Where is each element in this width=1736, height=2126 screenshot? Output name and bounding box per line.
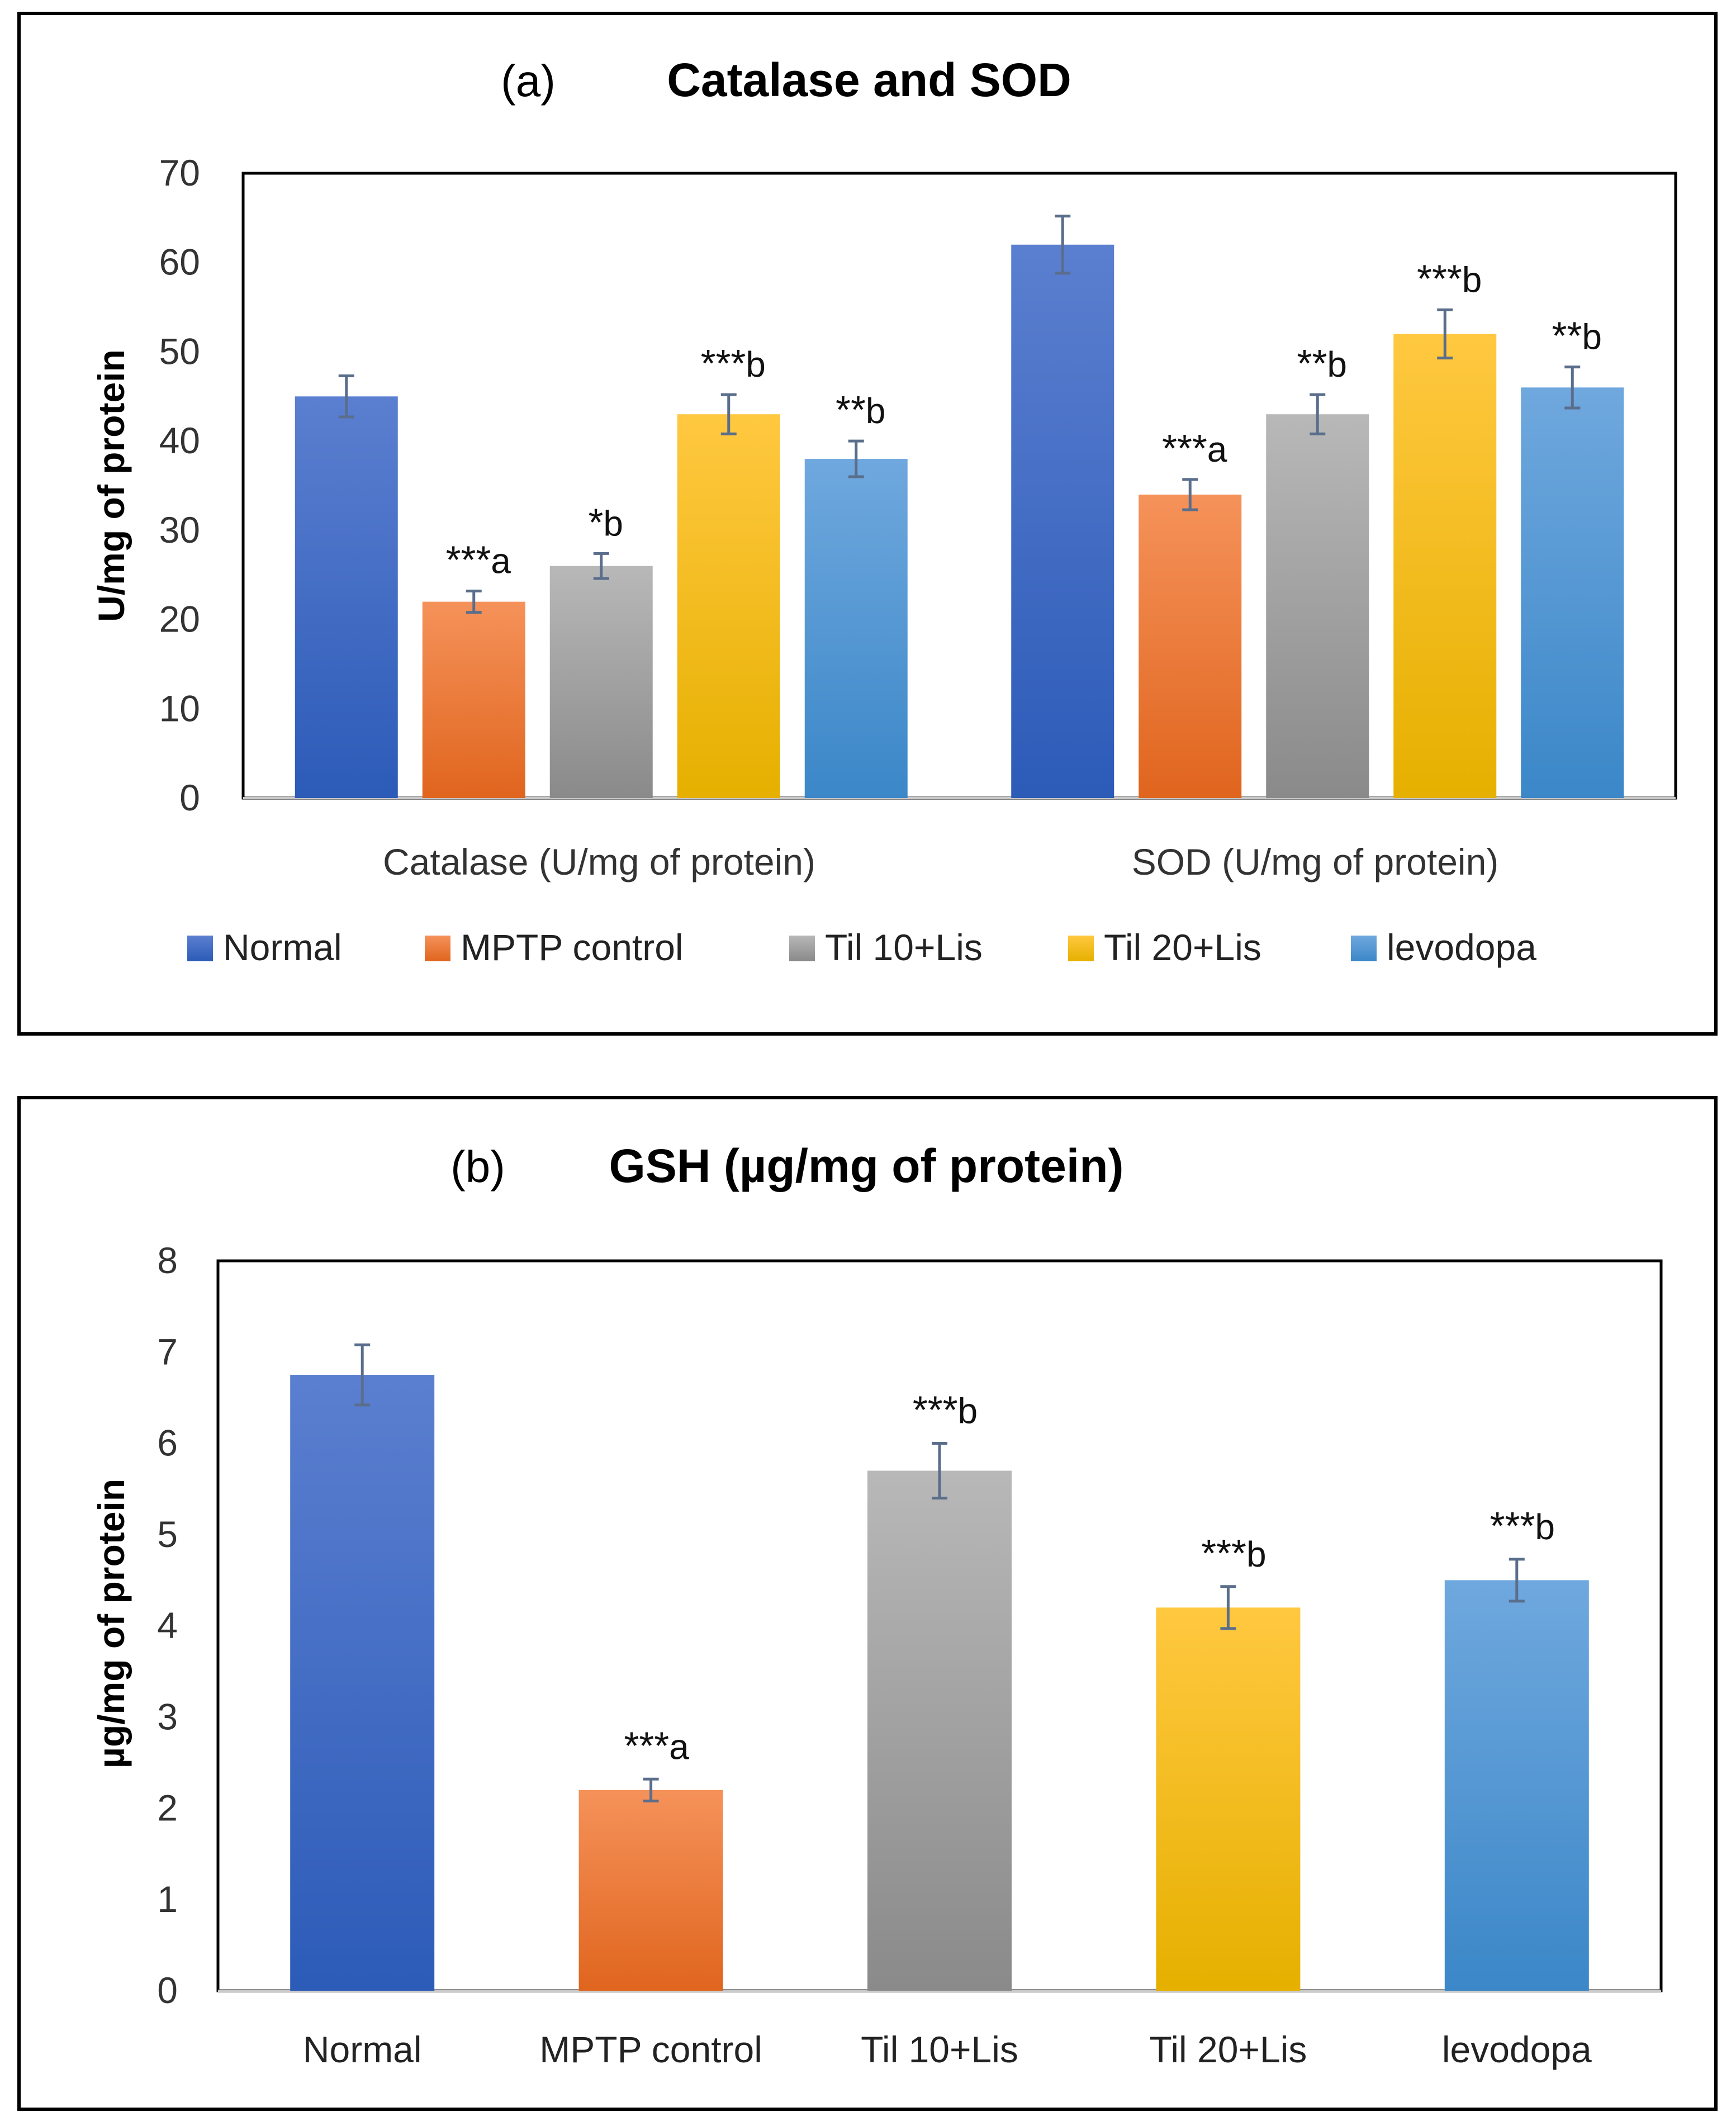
panel-a-catalase-til-20-lis-bar xyxy=(677,414,780,798)
panel-a-catalase-levodopa-bar xyxy=(804,459,908,798)
panel-b-normal-bar xyxy=(290,1375,435,1991)
panel-a-catalase-normal-bar xyxy=(295,396,398,798)
panel-b-x-axis: Normal MPTP control Til 10+Lis Til 20+Lis le… xyxy=(303,2029,1592,2070)
legend-swatch-normal xyxy=(187,936,213,961)
panel-a-sod-mptp-control-significance-label: ***a xyxy=(1162,426,1227,470)
panel-b-levodopa-bar xyxy=(1444,1580,1589,1991)
panel-a-y-axis: 0 10 20 30 40 50 60 70 xyxy=(159,152,200,818)
panel-b-til-20-lis-significance-label: ***b xyxy=(1201,1531,1266,1575)
panel-a: (a) Catalase and SOD 0 10 20 30 40 50 60 70 ***… xyxy=(17,12,1718,1036)
panel-b-til-20-lis-bar xyxy=(1156,1607,1301,1991)
panel-b-y-tick-8: 8 xyxy=(157,1240,178,1281)
panel-a-title: Catalase and SOD xyxy=(667,54,1071,106)
legend-swatch-til-20-lis xyxy=(1068,936,1094,961)
panel-a-sod-levodopa-significance-label: **b xyxy=(1552,314,1602,358)
panel-b-title: GSH (µg/mg of protein) xyxy=(609,1140,1124,1192)
panel-b-y-tick-1: 1 xyxy=(157,1878,178,1920)
panel-b-y-tick-2: 2 xyxy=(157,1787,178,1829)
panel-a-legend: Normal MPTP control Til 10+Lis Til 20+Lis le… xyxy=(187,927,1536,968)
panel-a-sod-til-10-lis-significance-label: **b xyxy=(1297,341,1347,385)
panel-a-y-tick-30: 30 xyxy=(159,509,200,551)
panel-a-y-tick-0: 0 xyxy=(179,777,200,818)
panel-b-label: (b) xyxy=(450,1142,505,1192)
panel-a-y-tick-10: 10 xyxy=(159,687,200,729)
panel-a-catalase-mptp-control-significance-label: ***a xyxy=(446,538,511,581)
panel-a-catalase-til-20-lis-significance-label: ***b xyxy=(701,341,766,385)
panel-b-bars: ***a ***b ***b ***b xyxy=(290,1343,1589,1991)
panel-b-til-10-lis-bar xyxy=(867,1470,1012,1991)
panel-b-y-tick-6: 6 xyxy=(157,1422,178,1464)
panel-b-y-tick-5: 5 xyxy=(157,1513,178,1555)
panel-b-frame xyxy=(17,1096,1718,2111)
panel-a-frame xyxy=(17,12,1718,1036)
panel-a-sod-til-20-lis-significance-label: ***b xyxy=(1417,257,1482,300)
panel-a-y-tick-60: 60 xyxy=(159,241,200,283)
panel-b-y-label: µg/mg of protein xyxy=(91,1479,132,1768)
legend-label-normal: Normal xyxy=(223,927,342,968)
panel-b-x-tick-mptp-control: MPTP control xyxy=(539,2029,762,2070)
panel-b-y-tick-0: 0 xyxy=(157,1970,178,2011)
panel-b-levodopa-significance-label: ***b xyxy=(1490,1504,1555,1548)
legend-swatch-mptp-control xyxy=(425,936,450,961)
panel-b-til-10-lis-significance-label: ***b xyxy=(913,1388,978,1432)
panel-a-sod-til-20-lis-bar xyxy=(1393,334,1497,798)
panel-a-catalase-mptp-control-bar xyxy=(422,601,525,798)
panel-a-y-tick-20: 20 xyxy=(159,599,200,640)
panel-b-x-tick-til-20-lis: Til 20+Lis xyxy=(1149,2029,1307,2070)
panel-b-x-tick-normal: Normal xyxy=(303,2029,422,2070)
panel-a-y-tick-70: 70 xyxy=(159,152,200,193)
panel-b-y-axis: 0 1 2 3 4 5 6 7 8 xyxy=(157,1240,178,2011)
panel-b-x-tick-til-10-lis: Til 10+Lis xyxy=(861,2029,1018,2070)
panel-a-sod-til-10-lis-bar xyxy=(1266,414,1369,798)
panel-a-category-label-sod: SOD (U/mg of protein) xyxy=(1132,841,1499,882)
panel-a-label: (a) xyxy=(501,56,556,106)
legend-label-mptp-control: MPTP control xyxy=(461,927,684,968)
legend-swatch-levodopa xyxy=(1351,936,1377,961)
legend-label-til-10-lis: Til 10+Lis xyxy=(825,927,983,968)
panel-b-y-tick-4: 4 xyxy=(157,1605,178,1646)
panel-b-y-tick-3: 3 xyxy=(157,1696,178,1737)
legend-label-til-20-lis: Til 20+Lis xyxy=(1104,927,1261,968)
panel-a-catalase-levodopa-significance-label: **b xyxy=(836,388,885,431)
panel-a-y-tick-40: 40 xyxy=(159,420,200,461)
panel-a-sod-normal-bar xyxy=(1011,244,1114,798)
panel-a-bars: ***a *b ***b **b ***a **b ***b **b xyxy=(295,215,1624,798)
panel-a-sod-levodopa-bar xyxy=(1521,387,1624,798)
panel-b: (b) GSH (µg/mg of protein) 0 1 2 3 4 5 6 7 8 ***… xyxy=(17,1096,1718,2111)
panel-b-mptp-control-significance-label: ***a xyxy=(624,1724,689,1767)
panel-a-catalase-til-10-lis-bar xyxy=(549,566,653,798)
panel-b-mptp-control-bar xyxy=(578,1790,723,1991)
panel-a-category-label-catalase: Catalase (U/mg of protein) xyxy=(383,841,815,882)
panel-a-y-tick-50: 50 xyxy=(159,330,200,372)
panel-a-y-label: U/mg of protein xyxy=(91,349,132,622)
panel-a-catalase-til-10-lis-significance-label: *b xyxy=(589,500,624,544)
panel-b-y-tick-7: 7 xyxy=(157,1331,178,1372)
panel-a-sod-mptp-control-bar xyxy=(1139,494,1242,798)
panel-b-x-tick-levodopa: levodopa xyxy=(1442,2029,1592,2070)
legend-swatch-til-10-lis xyxy=(789,936,815,961)
legend-label-levodopa: levodopa xyxy=(1387,927,1536,968)
